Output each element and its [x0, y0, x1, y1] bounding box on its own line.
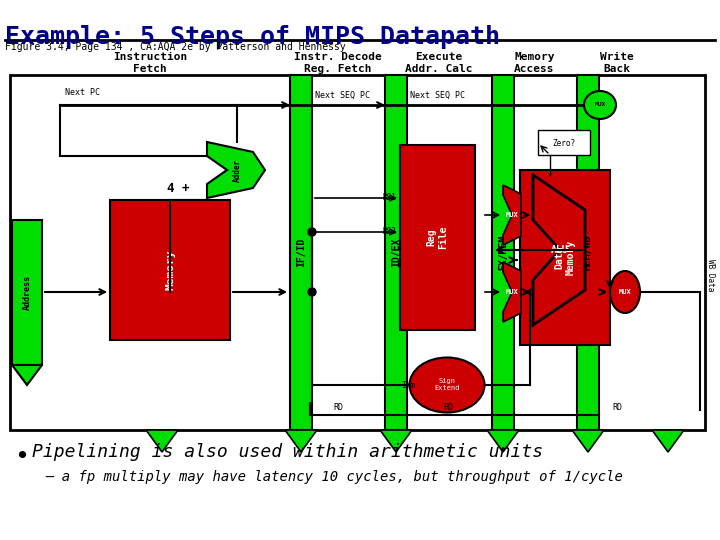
Text: RD: RD — [333, 403, 343, 413]
Bar — [492, 75, 514, 430]
Polygon shape — [12, 365, 42, 385]
Polygon shape — [503, 185, 521, 245]
Text: Address: Address — [22, 275, 32, 310]
Text: RS2: RS2 — [382, 227, 396, 237]
Ellipse shape — [610, 271, 640, 313]
Text: RD: RD — [612, 403, 622, 413]
Text: Next PC: Next PC — [65, 88, 100, 97]
Text: Data
Memory: Data Memory — [554, 240, 576, 275]
Ellipse shape — [584, 91, 616, 119]
Text: RD: RD — [443, 403, 453, 413]
Text: MUX: MUX — [505, 212, 518, 218]
Text: Adder: Adder — [233, 158, 241, 181]
Polygon shape — [503, 262, 521, 322]
Polygon shape — [207, 142, 265, 198]
Text: Reg
File: Reg File — [427, 226, 449, 249]
Text: Instr. Decode
Reg. Fetch: Instr. Decode Reg. Fetch — [294, 52, 382, 73]
Text: Execute
Addr. Calc: Execute Addr. Calc — [405, 52, 472, 73]
Text: 4 +: 4 + — [167, 181, 189, 194]
Bar — [520, 170, 610, 345]
Text: ALU: ALU — [552, 245, 569, 255]
Text: – a fp multiply may have latency 10 cycles, but throughput of 1/cycle: – a fp multiply may have latency 10 cycl… — [45, 470, 623, 484]
Bar — [110, 200, 230, 340]
Text: MUX: MUX — [505, 289, 518, 295]
Text: •: • — [14, 445, 29, 469]
Text: Instruction
Fetch: Instruction Fetch — [113, 52, 187, 73]
Circle shape — [594, 100, 604, 110]
Text: Next SEQ PC: Next SEQ PC — [410, 91, 465, 100]
Polygon shape — [572, 430, 604, 452]
Bar — [400, 145, 475, 330]
Text: Imm: Imm — [401, 381, 415, 389]
Text: RS1: RS1 — [382, 193, 396, 202]
Polygon shape — [146, 430, 178, 452]
Text: ID/EX: ID/EX — [391, 238, 401, 267]
Text: MEM/WB: MEM/WB — [583, 235, 593, 270]
Bar — [577, 75, 599, 430]
Text: MUX: MUX — [595, 103, 606, 107]
Text: Zero?: Zero? — [552, 138, 575, 147]
Text: Write
Back: Write Back — [600, 52, 634, 73]
Bar — [12, 220, 42, 365]
Polygon shape — [285, 430, 317, 452]
Text: Memory
Access: Memory Access — [514, 52, 554, 73]
Text: MUX: MUX — [618, 289, 631, 295]
Text: WB Data: WB Data — [706, 259, 714, 291]
Bar — [538, 130, 590, 155]
Bar — [290, 75, 312, 430]
Text: Next SEQ PC: Next SEQ PC — [315, 91, 370, 100]
Circle shape — [308, 288, 316, 296]
Text: Sign
Extend: Sign Extend — [434, 379, 460, 392]
Polygon shape — [533, 175, 585, 325]
Text: IF/ID: IF/ID — [296, 238, 306, 267]
Bar — [10, 75, 705, 430]
Text: EX/MEM: EX/MEM — [498, 235, 508, 270]
Ellipse shape — [410, 357, 485, 413]
Polygon shape — [487, 430, 519, 452]
Text: Figure 3.4, Page 134 , CA:AQA 2e by Patterson and Hennessy: Figure 3.4, Page 134 , CA:AQA 2e by Patt… — [5, 42, 346, 52]
Text: Memory: Memory — [165, 249, 175, 291]
Circle shape — [308, 228, 316, 236]
Text: Pipelining is also used within arithmetic units: Pipelining is also used within arithmeti… — [32, 443, 543, 461]
Polygon shape — [380, 430, 412, 452]
Polygon shape — [652, 430, 684, 452]
Bar — [385, 75, 407, 430]
Text: Example: 5 Steps of MIPS Datapath: Example: 5 Steps of MIPS Datapath — [5, 25, 500, 49]
